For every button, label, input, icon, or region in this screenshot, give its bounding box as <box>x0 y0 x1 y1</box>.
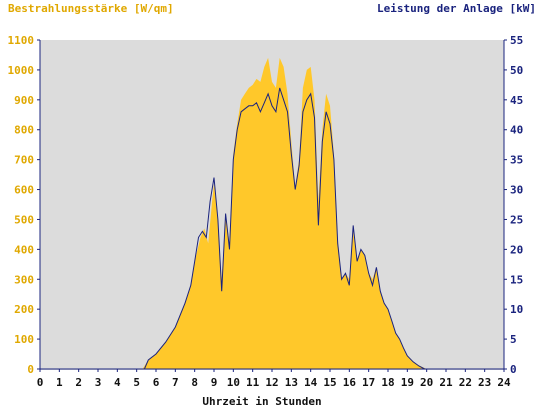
x-tick-label: 14 <box>304 376 318 389</box>
series-layer <box>40 57 504 370</box>
x-tick-label: 11 <box>246 376 260 389</box>
x-axis-title: Uhrzeit in Stunden <box>202 395 321 408</box>
x-tick-label: 4 <box>114 376 121 389</box>
ticks-layer: 0100200300400500600700800900100011000510… <box>8 34 524 389</box>
x-tick-label: 20 <box>420 376 433 389</box>
x-tick-label: 23 <box>478 376 491 389</box>
y-left-tick-label: 800 <box>14 124 34 137</box>
y-left-tick-label: 700 <box>14 154 34 167</box>
y-right-tick-label: 55 <box>510 34 523 47</box>
y-right-tick-label: 20 <box>510 243 523 256</box>
y-right-tick-label: 25 <box>510 213 523 226</box>
x-tick-label: 19 <box>401 376 414 389</box>
power-line <box>40 87 504 370</box>
y-right-tick-label: 40 <box>510 124 523 137</box>
y-left-tick-label: 0 <box>27 363 34 376</box>
y-left-tick-label: 1100 <box>8 34 35 47</box>
y-right-tick-label: 35 <box>510 154 523 167</box>
x-tick-label: 0 <box>37 376 44 389</box>
x-tick-label: 9 <box>211 376 218 389</box>
y-right-tick-label: 15 <box>510 273 523 286</box>
irradiance-area <box>40 57 504 370</box>
x-tick-label: 15 <box>323 376 336 389</box>
x-tick-label: 21 <box>439 376 453 389</box>
y-left-tick-label: 200 <box>14 303 34 316</box>
y-left-tick-label: 300 <box>14 273 34 286</box>
x-tick-label: 8 <box>191 376 198 389</box>
x-tick-label: 22 <box>459 376 472 389</box>
x-tick-label: 10 <box>227 376 240 389</box>
y-left-tick-label: 400 <box>14 243 34 256</box>
x-tick-label: 18 <box>381 376 394 389</box>
x-tick-label: 16 <box>343 376 357 389</box>
x-tick-label: 12 <box>265 376 278 389</box>
y-left-tick-label: 900 <box>14 94 34 107</box>
y-left-tick-label: 600 <box>14 184 34 197</box>
y-left-tick-label: 1000 <box>8 64 35 77</box>
x-tick-label: 3 <box>95 376 102 389</box>
x-tick-label: 24 <box>497 376 511 389</box>
y-right-tick-label: 45 <box>510 94 523 107</box>
y-right-tick-label: 30 <box>510 184 523 197</box>
x-tick-label: 1 <box>56 376 63 389</box>
x-tick-label: 7 <box>172 376 179 389</box>
right-axis-title: Leistung der Anlage [kW] <box>377 2 536 15</box>
y-left-tick-label: 500 <box>14 213 34 226</box>
x-tick-label: 6 <box>153 376 160 389</box>
y-right-tick-label: 50 <box>510 64 523 77</box>
x-tick-label: 2 <box>75 376 82 389</box>
y-right-tick-label: 0 <box>510 363 517 376</box>
x-tick-label: 17 <box>362 376 375 389</box>
x-tick-label: 5 <box>133 376 140 389</box>
y-left-tick-label: 100 <box>14 333 34 346</box>
y-right-tick-label: 5 <box>510 333 517 346</box>
left-axis-title: Bestrahlungsstärke [W/qm] <box>8 2 174 15</box>
y-right-tick-label: 10 <box>510 303 523 316</box>
x-tick-label: 13 <box>285 376 298 389</box>
